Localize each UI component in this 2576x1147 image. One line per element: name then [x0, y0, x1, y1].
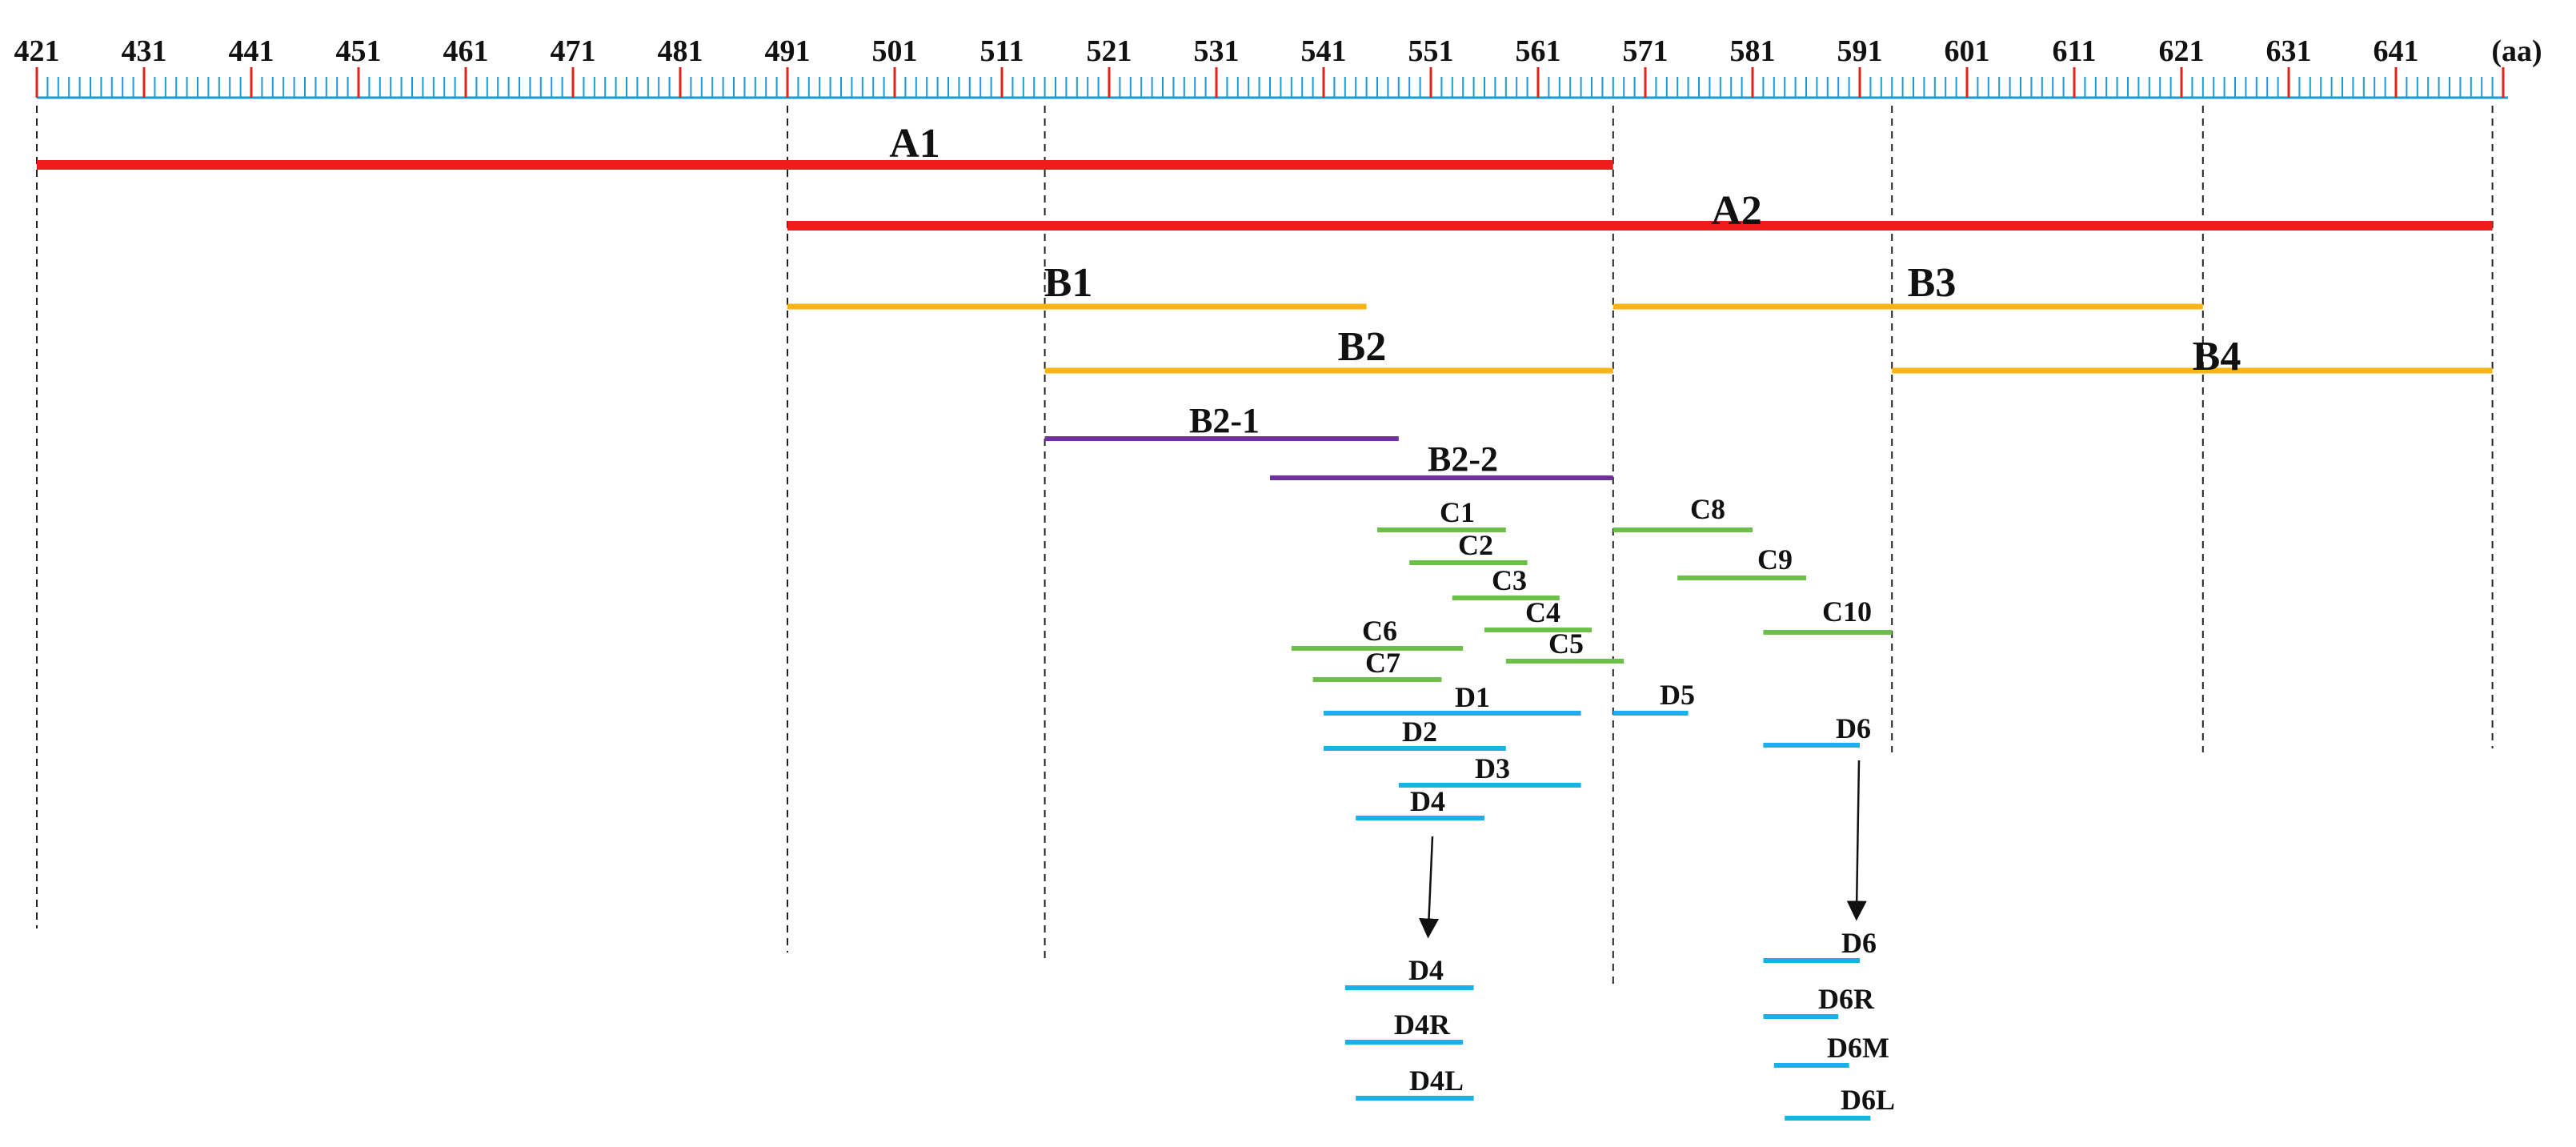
ruler-tick-label: 501	[872, 34, 918, 68]
segment-label: D4	[1408, 954, 1444, 986]
segment-label: C7	[1365, 647, 1400, 679]
segment-label: C1	[1440, 496, 1475, 528]
segment-b4: B4	[1892, 334, 2493, 379]
ruler-tick-label: 571	[1623, 34, 1669, 68]
segment-c6: C6	[1291, 615, 1464, 651]
segment-d6m: D6M	[1773, 1032, 1889, 1068]
segment-label: A2	[1711, 188, 1762, 234]
segment-a2: A2	[787, 188, 2493, 234]
ruler-tick-label: 641	[2374, 34, 2419, 68]
ruler-tick-label: 461	[443, 34, 489, 68]
segment-label: D4R	[1394, 1009, 1451, 1041]
segment-label: C2	[1458, 529, 1493, 561]
segment-label: C6	[1362, 615, 1397, 647]
segment-d4l: D4L	[1356, 1065, 1474, 1101]
ruler-tick-label: 591	[1837, 34, 1883, 68]
segment-c8: C8	[1613, 493, 1753, 532]
ruler-tick-label: 551	[1408, 34, 1454, 68]
arrow	[1419, 836, 1440, 939]
ruler-tick-label: 521	[1087, 34, 1132, 68]
segment-b1: B1	[787, 260, 1367, 310]
segment-c2: C2	[1409, 529, 1528, 565]
segment-d1: D1	[1324, 681, 1581, 716]
segment-b2-1: B2-1	[1044, 401, 1399, 441]
ruler-tick-label: 561	[1516, 34, 1561, 68]
segment-label: D6	[1836, 712, 1871, 744]
segment-label: D5	[1660, 679, 1695, 711]
segment-label: D6	[1841, 927, 1877, 959]
segment-d4-final: D4	[1344, 954, 1474, 990]
segment-label: D6M	[1827, 1032, 1889, 1064]
segment-label: B2	[1338, 324, 1387, 370]
segment-d5: D5	[1613, 679, 1695, 716]
ruler-tick-label: 481	[658, 34, 703, 68]
ruler-tick-label: 541	[1301, 34, 1347, 68]
segment-b2: B2	[1044, 324, 1613, 374]
ruler-tick-label: 581	[1730, 34, 1776, 68]
segment-label: C8	[1690, 493, 1725, 525]
segment-label: C9	[1757, 543, 1793, 576]
ruler: 421 431 441 451 461 471 481 491 501 511 521 531 541 5…	[14, 34, 2542, 99]
segment-label: C10	[1822, 596, 1872, 628]
segment-label: B4	[2193, 334, 2241, 379]
segment-d3: D3	[1398, 752, 1581, 788]
segment-label: D3	[1475, 752, 1510, 784]
segment-d6r: D6R	[1763, 983, 1875, 1019]
segment-d6: D6	[1763, 712, 1871, 748]
segment-label: B1	[1044, 260, 1093, 306]
segment-label: D2	[1402, 716, 1437, 748]
segment-d2: D2	[1324, 716, 1506, 751]
arrow	[1846, 760, 1867, 921]
segment-b2-2: B2-2	[1270, 439, 1613, 480]
arrows	[1419, 760, 1867, 939]
segment-c4: C4	[1484, 596, 1592, 632]
segment-d4r: D4R	[1344, 1009, 1464, 1045]
segment-a1: A1	[37, 121, 1613, 170]
segment-label: C4	[1525, 596, 1560, 628]
segment-label: D6L	[1841, 1084, 1895, 1116]
segment-b3: B3	[1613, 260, 2203, 310]
ruler-tick-label: 491	[765, 34, 811, 68]
ruler-tick-label: 601	[1945, 34, 1990, 68]
ruler-tick-label: 611	[2053, 34, 2097, 68]
ruler-tick-label: 631	[2266, 34, 2312, 68]
ruler-tick-label: 471	[551, 34, 596, 68]
ruler-tick-label: 621	[2159, 34, 2205, 68]
segment-label: B2-1	[1189, 401, 1260, 440]
segment-label: D4L	[1409, 1065, 1464, 1097]
guide-lines	[36, 106, 2494, 985]
segment-label: D1	[1455, 681, 1490, 713]
ruler-tick-label: 441	[229, 34, 274, 68]
segment-c9: C9	[1677, 543, 1806, 580]
segment-label: A1	[889, 121, 940, 166]
segment-label: C5	[1548, 628, 1584, 660]
segment-d4: D4	[1356, 785, 1484, 820]
segment-label: D4	[1410, 785, 1445, 817]
ruler-tick-label: 451	[336, 34, 382, 68]
ruler-tick-label: 531	[1194, 34, 1240, 68]
segment-c1: C1	[1377, 496, 1506, 532]
segment-label: C3	[1492, 564, 1527, 596]
segment-label: B2-2	[1428, 439, 1498, 479]
segment-d6-final: D6	[1763, 927, 1877, 963]
segment-c5: C5	[1505, 628, 1625, 664]
segment-label: D6R	[1818, 983, 1875, 1015]
ruler-tick-label: 431	[122, 34, 167, 68]
segment-c10: C10	[1763, 596, 1893, 635]
ruler-tick-label: 421	[14, 34, 60, 68]
segment-d6l: D6L	[1785, 1084, 1895, 1121]
segment-label: B3	[1908, 260, 1957, 306]
segment-c7: C7	[1312, 647, 1442, 682]
ruler-tick-label: 511	[980, 34, 1024, 68]
ruler-unit-label: (aa)	[2491, 34, 2542, 68]
segment-c3: C3	[1452, 564, 1560, 600]
